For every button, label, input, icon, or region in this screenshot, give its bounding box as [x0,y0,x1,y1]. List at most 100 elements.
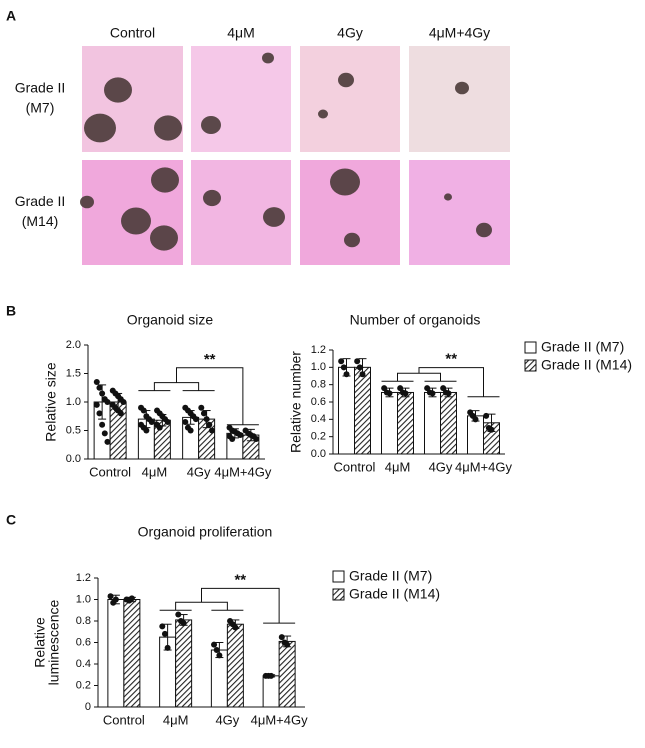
data-point [340,364,347,371]
data-point [211,641,218,648]
y-tick-label: 1.0 [311,361,326,373]
y-tick-label: 0.2 [311,431,326,443]
data-point [206,421,213,428]
x-tick-label: 4μM+4Gy [455,459,512,474]
data-point [156,424,163,431]
data-point [104,399,111,405]
data-point [159,623,166,630]
y-tick-label: 1.0 [66,396,81,408]
data-point [232,624,239,631]
bar [262,675,280,708]
row-label: (M14) [22,213,59,229]
data-point [483,412,490,419]
data-point [148,418,155,425]
organoid [262,52,274,64]
x-tick-label: Control [103,712,145,727]
bracket [176,367,244,425]
row-label: Grade II [15,80,66,96]
data-point [143,427,150,434]
column-header: Control [110,25,155,41]
bar [123,599,141,708]
data-point [278,634,285,641]
y-tick-label: 0.4 [76,658,91,670]
organoid [84,113,116,143]
data-point [117,410,124,417]
data-point [213,647,220,654]
organoid [344,232,360,248]
panel-label: B [6,303,16,319]
legend-swatch [524,341,537,354]
chart-title: Number of organoids [350,312,481,328]
data-point [424,385,431,392]
data-point [101,430,108,437]
data-point [104,438,111,445]
organoid [444,193,452,201]
data-point [140,407,147,414]
bar [381,391,398,455]
x-tick-label: 4μM [385,459,411,474]
organoid [151,167,179,193]
data-point [96,410,103,417]
data-point [93,401,100,408]
micrograph [300,46,400,152]
organoid [455,81,469,95]
data-point [284,641,291,648]
y-axis-label: luminescence [46,599,62,685]
y-tick-label: 1.5 [66,367,81,379]
organoid [318,109,328,119]
chart-title: Organoid proliferation [138,524,273,540]
micrograph [409,160,510,265]
legend-label: Grade II (M14) [541,357,632,373]
bracket [153,382,200,391]
y-tick-label: 0.6 [311,396,326,408]
legend-swatch [524,359,537,372]
data-point [192,416,199,423]
y-tick-label: 0.0 [311,448,326,460]
y-axis-label: Relative [32,617,48,668]
data-point [440,385,447,392]
bracket [397,372,441,382]
y-axis-label: Relative number [288,351,304,453]
legend-label: Grade II (M7) [541,339,624,355]
data-point [164,418,171,425]
legend-swatch [332,570,345,583]
organoid [104,77,132,103]
data-point [175,611,182,618]
organoid [263,207,285,227]
bar [278,640,296,708]
data-point [200,410,207,417]
data-point [429,390,436,397]
panel-label: A [6,8,16,24]
data-point [397,385,404,392]
bar [175,619,193,708]
data-point [472,416,479,423]
organoid [80,195,94,209]
data-point [187,427,194,434]
x-tick-label: 4μM+4Gy [251,712,308,727]
y-tick-label: 1.2 [311,344,326,356]
x-tick-label: 4Gy [215,712,239,727]
legend-label: Grade II (M14) [349,586,440,602]
data-point [96,384,103,391]
bar [210,649,228,708]
organoid [201,116,221,134]
data-point [253,436,260,443]
bar [226,623,244,708]
micrograph [191,46,291,152]
data-point [402,390,409,397]
micrograph [409,46,510,152]
significance: ** [204,351,216,368]
data-point [381,385,388,392]
x-tick-label: 4μM+4Gy [214,464,271,479]
bar [338,366,355,455]
x-tick-label: Control [334,459,376,474]
data-point [208,427,215,434]
data-point [99,390,106,397]
data-point [93,379,100,386]
data-point [112,596,119,603]
y-tick-label: 0.8 [76,615,91,627]
bar [424,391,441,455]
data-point [386,390,393,397]
x-tick-label: 4Gy [187,464,211,479]
y-tick-label: 1.2 [76,572,91,584]
